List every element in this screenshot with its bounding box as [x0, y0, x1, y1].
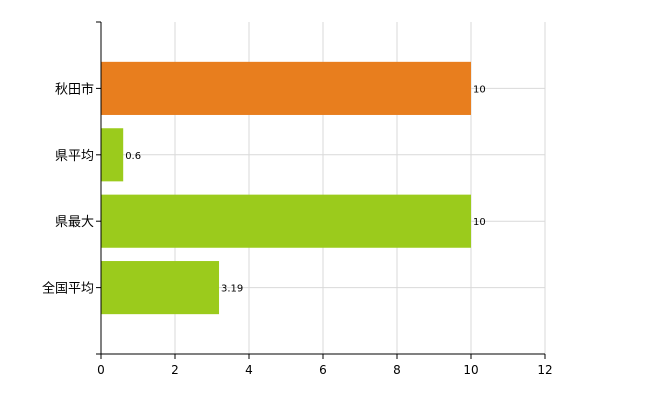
x-tick-label: 2 — [171, 363, 179, 377]
bars — [101, 61, 471, 315]
bar — [101, 128, 124, 182]
value-label: 3.19 — [221, 284, 243, 295]
category-label: 県平均 — [55, 149, 94, 164]
x-tick-label: 8 — [393, 363, 401, 377]
bar — [101, 261, 220, 315]
axes — [96, 21, 546, 359]
value-label: 10 — [473, 84, 486, 95]
labels: 0 2 4 6 8 10 12 秋田市 10 県平均 0.6 県最大 10 全国平均 3.19 — [42, 81, 553, 377]
x-tick-label: 10 — [463, 363, 478, 377]
x-tick-label: 12 — [537, 363, 552, 377]
category-label: 全国平均 — [42, 281, 94, 297]
bar — [101, 194, 471, 248]
bar — [101, 61, 471, 115]
x-tick-label: 4 — [245, 363, 253, 377]
value-label: 0.6 — [125, 151, 141, 162]
x-tick-label: 6 — [319, 363, 327, 377]
category-label: 秋田市 — [55, 81, 94, 97]
x-tick-label: 0 — [97, 363, 105, 377]
value-label: 10 — [473, 217, 486, 228]
category-label: 県最大 — [55, 215, 94, 230]
